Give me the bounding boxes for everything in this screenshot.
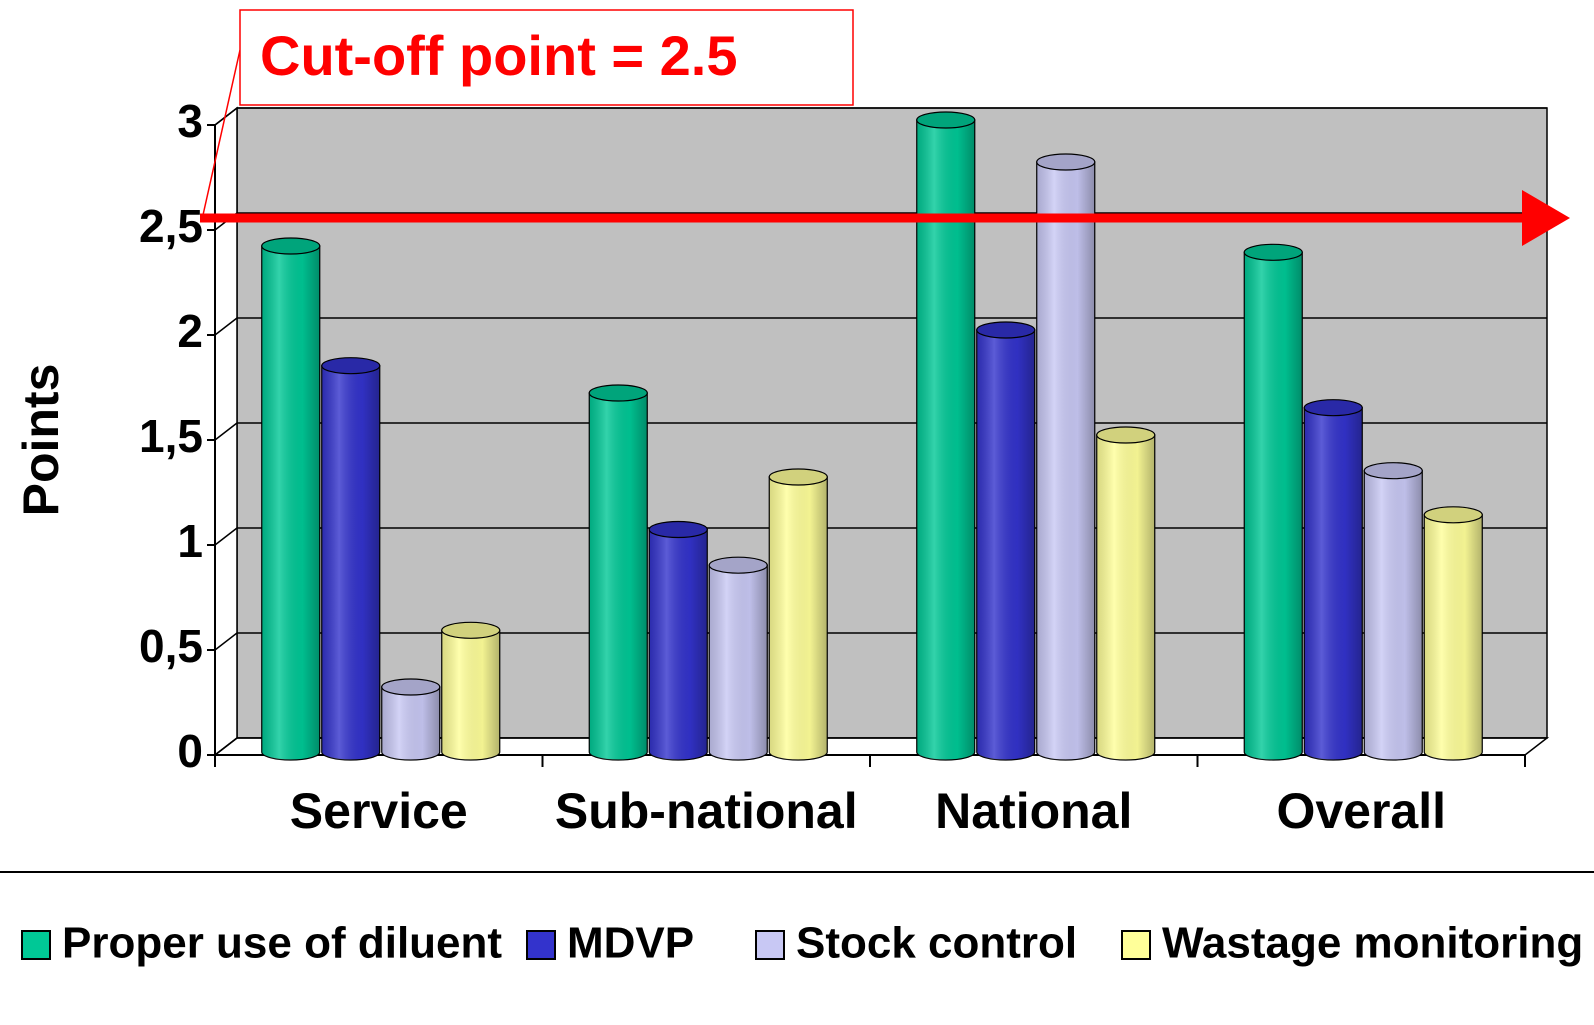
bar: [588, 384, 648, 761]
y-tick-label: 1,5: [139, 410, 203, 462]
cutoff-arrowhead: [1522, 190, 1570, 246]
bar-top: [708, 556, 768, 574]
bar-shade: [1304, 407, 1363, 760]
bar: [1036, 153, 1096, 761]
y-tick-label: 0,5: [139, 620, 203, 672]
y-tick-label: 2,5: [139, 200, 203, 252]
bar: [1243, 243, 1303, 761]
y-tick-label: 1: [177, 515, 203, 567]
bar-shade: [976, 330, 1035, 760]
bar-top: [1036, 153, 1096, 171]
bar-shade: [1096, 435, 1155, 760]
bar: [261, 237, 321, 761]
bar-top-shade: [916, 112, 975, 128]
legend-label: Wastage monitoring: [1162, 919, 1583, 968]
bar-shade: [769, 477, 828, 760]
bar: [976, 321, 1036, 761]
bar-shade: [649, 529, 708, 760]
bar-shade: [321, 365, 380, 760]
legend-swatch: [755, 930, 785, 960]
bar-top: [768, 468, 828, 486]
grid-line-side: [214, 527, 238, 546]
bar: [1423, 506, 1483, 761]
bar-top: [1423, 506, 1483, 524]
bar: [768, 468, 828, 761]
bar: [381, 678, 441, 761]
grid-line-side: [214, 422, 238, 441]
legend-label: Proper use of diluent: [62, 919, 502, 968]
y-tick-label: 2: [177, 305, 203, 357]
bar-top: [1363, 462, 1423, 480]
bar-shade: [916, 120, 975, 760]
annotation-box: [239, 9, 854, 106]
grid-line-side: [214, 632, 238, 651]
bar-top: [588, 384, 648, 402]
y-tick-label: 3: [177, 95, 203, 147]
bar-shade: [261, 246, 320, 760]
annotation: Cut-off point = 2.5: [260, 24, 738, 87]
bar-top: [381, 678, 441, 696]
bar-top-shade: [589, 385, 648, 401]
bar-top-shade: [1364, 462, 1423, 479]
bar-shade: [1364, 470, 1423, 760]
grid-line-side: [214, 737, 238, 756]
bar-top: [1243, 243, 1303, 261]
x-tick-label: Service: [290, 783, 468, 839]
y-axis-label: Points: [13, 364, 69, 517]
bar-shade: [1424, 514, 1483, 760]
bar-shade: [589, 393, 648, 760]
bar-shade: [381, 687, 440, 760]
bar-top-shade: [1424, 506, 1483, 523]
bar-top-shade: [1096, 427, 1155, 443]
bar-top-shade: [976, 322, 1035, 338]
legend-swatch: [21, 930, 51, 960]
grid-line-side: [214, 107, 238, 126]
bar: [1363, 462, 1423, 761]
x-tick-label: Sub-national: [555, 783, 858, 839]
callout-pointer: [202, 49, 241, 216]
bar: [708, 556, 768, 761]
bar-top-shade: [261, 238, 320, 254]
bar-top-shade: [381, 679, 440, 695]
x-tick-label: Overall: [1276, 783, 1446, 839]
bar-top-shade: [709, 557, 768, 574]
y-tick-label: 0: [177, 725, 203, 777]
grid-line-side: [214, 317, 238, 336]
bar-top: [976, 321, 1036, 339]
legend-swatch: [1121, 930, 1151, 960]
bar-top-shade: [321, 357, 380, 374]
bar: [1303, 399, 1363, 761]
bar-top-shade: [1244, 244, 1303, 261]
bar-top: [261, 237, 321, 255]
bar-top: [1096, 426, 1156, 444]
x-tick-label: National: [935, 783, 1132, 839]
bar-top-shade: [1036, 154, 1095, 170]
bar-top: [916, 111, 976, 129]
legend-label: Stock control: [796, 919, 1077, 968]
bar: [648, 520, 708, 761]
legend-label: MDVP: [567, 919, 694, 968]
bar-shade: [1244, 252, 1303, 761]
legend-swatch: [526, 930, 556, 960]
bar-top-shade: [441, 622, 500, 639]
bar-top-shade: [649, 521, 708, 538]
bar-top-shade: [1304, 399, 1363, 416]
bar: [441, 621, 501, 761]
bar-top: [1303, 399, 1363, 417]
bar: [916, 111, 976, 761]
bar-top: [441, 621, 501, 639]
bar: [321, 357, 381, 761]
bar-top: [648, 520, 708, 539]
bar-top-shade: [769, 469, 828, 485]
bar-shade: [709, 565, 768, 760]
bar-shade: [1036, 162, 1095, 760]
bar-shade: [441, 630, 500, 760]
bar: [1096, 426, 1156, 761]
bar-top: [321, 357, 381, 375]
